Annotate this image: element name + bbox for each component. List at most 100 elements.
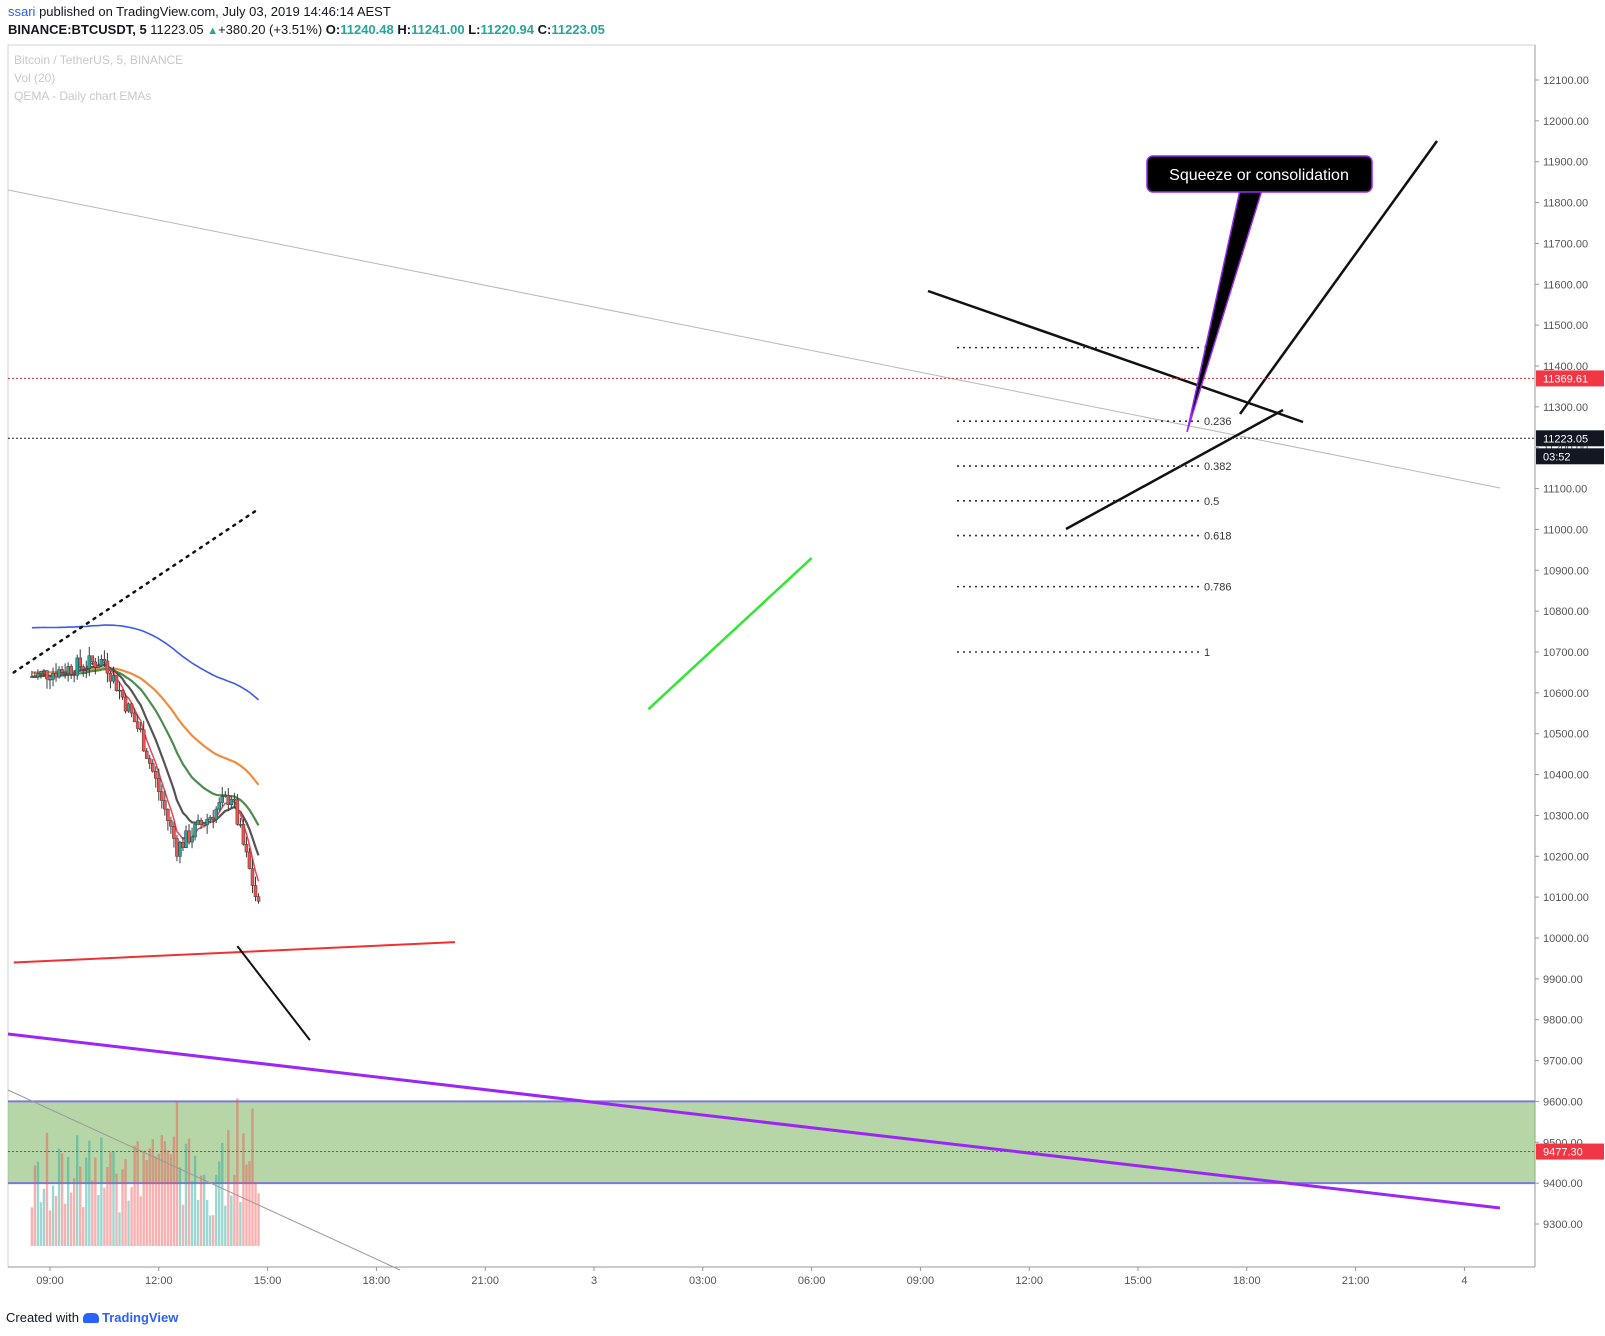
volume-bar [130,1187,133,1246]
candle-body [75,657,79,676]
y-tick-label: 9700.00 [1543,1056,1583,1068]
volume-bar [45,1132,49,1246]
x-tick-label: 03:00 [689,1275,717,1287]
volume-bar [166,1150,170,1246]
volume-bar [257,1193,260,1246]
y-tick-label: 11700.00 [1543,238,1588,250]
candle-body [223,795,228,797]
volume-bar [230,1195,233,1246]
candle-body [138,728,143,730]
volume-bar [36,1161,40,1246]
candle-body [120,689,125,698]
change-label: +380.20 (+3.51%) [218,22,323,37]
candle-body [160,791,164,801]
countdown-tag-bg [1536,448,1604,465]
candle-body [199,819,203,826]
candle-body [72,674,76,676]
ema-orange-line [31,666,260,786]
footer: Created with TradingView [6,1310,178,1325]
zone-price-tag: 9477.30 [1543,1147,1583,1159]
fib-label: 0.618 [1204,531,1232,543]
x-tick-label: 06:00 [798,1275,826,1287]
fib-label: 0.786 [1204,582,1232,594]
candle-body [123,696,128,712]
candle-body [244,844,249,853]
volume-bar [133,1145,136,1246]
volume-bar [221,1142,224,1246]
candle-body [30,676,34,678]
red-horizontal-trendline [13,941,456,964]
countdown-tag: 03:52 [1543,451,1571,463]
price-chart[interactable]: 12100.00 12000.00 11900.00 11800.00 11700.00… [0,0,1605,1305]
x-tick-label: 4 [1461,1275,1467,1287]
x-tick-label: 09:00 [907,1275,935,1287]
candle-body [135,721,140,729]
candle-body [45,670,49,680]
last-price-tag-bg [1536,430,1604,447]
candle-body [154,771,158,779]
volume-bar [151,1139,154,1246]
published-text: published on TradingView.com, July 03, 2… [39,4,391,19]
up-arrow-icon: ▲ [207,25,219,37]
legend-volume: Vol (20) [14,71,56,85]
y-tick-label: 10400.00 [1543,770,1589,782]
tradingview-logo-icon [82,1313,99,1323]
fib-label: 1 [1204,647,1210,659]
volume-bar [72,1178,76,1246]
candle-body [202,824,206,826]
volume-bar [172,1136,176,1246]
low-value: 11220.94 [480,22,535,37]
candle-body [175,838,179,857]
symbol-bar: BINANCE:BTCUSDT, 5 11223.05 ▲+380.20 (+3… [8,22,605,37]
volume-bar [202,1174,206,1246]
ema-blue-line [31,624,260,701]
candle-body [157,778,161,792]
candle-body [42,670,46,672]
high-key: H: [397,22,412,37]
tradingview-brand[interactable]: TradingView [101,1310,179,1325]
y-tick-label: 11900.00 [1543,157,1588,169]
fib-label: 0.382 [1204,461,1232,473]
candle-body [96,665,101,668]
last-price-label: 11223.05 [150,22,204,37]
candle-body [69,666,73,675]
breakout-arrow-line [1238,140,1439,415]
candle-body [235,799,240,825]
y-tick-label: 10700.00 [1543,647,1589,659]
y-tick-label: 11800.00 [1543,198,1588,210]
open-key: O: [325,22,341,37]
volume-bar [85,1157,88,1246]
volume-bar [103,1187,106,1246]
candle-body [60,669,64,673]
volume-bar [245,1164,248,1246]
y-tick-label: 10200.00 [1543,851,1589,863]
candle-body [226,795,231,805]
candle-body [232,798,237,801]
candle-body [205,819,209,825]
y-tick-label: 9400.00 [1543,1178,1583,1190]
triangle-lower-line [1065,408,1284,531]
volume-bar [91,1180,94,1246]
volume-bar [148,1148,151,1246]
volume-bar [218,1161,221,1246]
plot-frame [7,44,1536,1268]
candle-body [178,841,182,857]
volume-bar [187,1138,191,1246]
x-tick-label: 18:00 [363,1275,391,1287]
candle-body [196,819,200,825]
x-tick-label: 15:00 [1124,1275,1152,1287]
high-value: 11241.00 [411,22,465,37]
candle-body [208,817,212,820]
volume-bar [30,1207,34,1246]
volume-bar [227,1130,230,1246]
candle-body [63,672,67,675]
x-tick-label: 09:00 [36,1275,64,1287]
y-tick-label: 12000.00 [1543,116,1589,128]
candle-body [217,802,221,810]
volume-bar [112,1151,115,1246]
y-tick-label: 10900.00 [1543,565,1589,577]
low-key: L: [468,22,481,37]
red-line-price-tag-bg [1536,370,1604,387]
publisher-name[interactable]: ssari [8,4,36,19]
volume-bar [60,1153,64,1246]
